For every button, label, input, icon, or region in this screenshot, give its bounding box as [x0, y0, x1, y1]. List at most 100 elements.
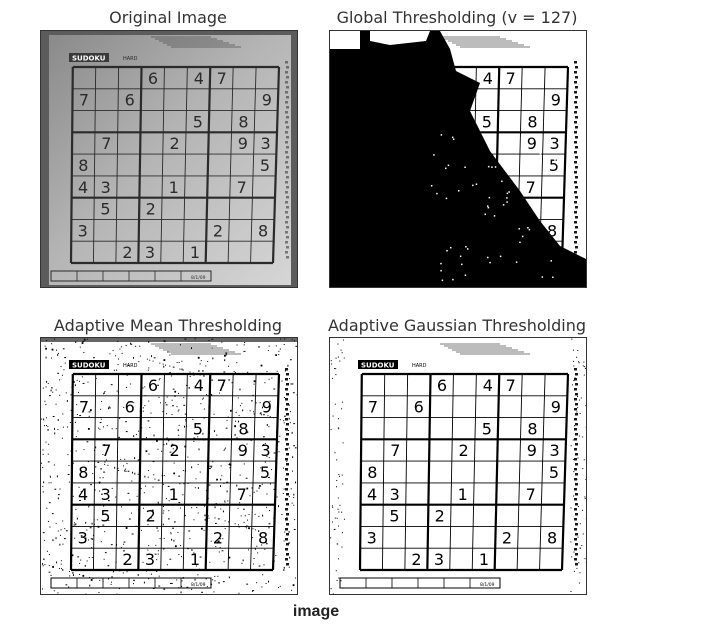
sudoku-digit: 5 [549, 156, 559, 175]
footer-date: 8/1/09 [191, 275, 206, 281]
sudoku-digit: 1 [190, 550, 200, 569]
grid-line [250, 66, 257, 264]
panel-title-adaptive-gaussian: Adaptive Gaussian Thresholding [328, 316, 586, 335]
sudoku-digit: 8 [258, 528, 268, 547]
sudoku-digit: 2 [122, 550, 132, 569]
sudoku-digit: 3 [145, 550, 155, 569]
sudoku-digit: 7 [217, 376, 227, 395]
sudoku-digit: 4 [194, 376, 204, 395]
sudoku-digit: 7 [526, 178, 536, 197]
sudoku-digit: 3 [550, 134, 560, 153]
difficulty-label: HARD [412, 363, 427, 369]
sudoku-digit: 7 [237, 178, 247, 197]
sudoku-header-text: SUDOKU [361, 362, 395, 370]
sudoku-digit: 9 [527, 441, 537, 460]
sudoku-digit: 7 [526, 485, 536, 504]
sudoku-digit: 2 [435, 507, 445, 526]
grid-line [137, 373, 143, 571]
sudoku-digit: 7 [506, 376, 516, 395]
paper [330, 338, 586, 594]
grid-line [204, 66, 212, 264]
grid-line [182, 373, 188, 571]
sudoku-digit: 9 [262, 398, 272, 417]
sudoku-header-box [69, 53, 109, 62]
grid-line [381, 373, 386, 571]
sudoku-digit: 5 [482, 112, 492, 131]
sudoku-digit: 5 [389, 507, 399, 526]
sudoku-digit: 8 [258, 221, 268, 240]
grid-line [560, 66, 570, 264]
panel-title-adaptive-mean: Adaptive Mean Thresholding [53, 316, 283, 335]
footer-strip [339, 577, 501, 589]
sudoku-digit: 7 [79, 398, 89, 417]
sudoku-digit: 7 [390, 441, 400, 460]
sudoku-digit: 4 [367, 485, 377, 504]
sudoku-digit: 8 [78, 156, 88, 175]
sudoku-digit: 6 [437, 376, 447, 395]
sudoku-digit: 8 [547, 528, 557, 547]
sudoku-digit: 7 [217, 69, 227, 88]
sudoku-digit: 1 [458, 485, 468, 504]
sudoku-digit: 5 [100, 507, 110, 526]
grid-line [516, 373, 523, 571]
grid-line [69, 66, 74, 264]
sudoku-digit: 7 [101, 134, 111, 153]
grid-line [426, 373, 432, 571]
sudoku-digit: 8 [367, 463, 377, 482]
sudoku-digit: 9 [551, 91, 561, 110]
sudoku-digit: 2 [459, 441, 469, 460]
threshold-shadow [330, 31, 586, 287]
sudoku-header-text: SUDOKU [72, 55, 106, 63]
sudoku-digit: 4 [483, 69, 493, 88]
footer-date: 8/1/09 [191, 582, 206, 588]
sudoku-digit: 1 [190, 243, 200, 262]
grid-line [227, 373, 234, 571]
sudoku-digit: 6 [148, 69, 158, 88]
grid-line [92, 66, 97, 264]
sudoku-digit: 6 [148, 376, 158, 395]
sudoku-digit: 4 [483, 376, 493, 395]
footer-date: 8/1/09 [480, 582, 495, 588]
sudoku-digit: 5 [482, 419, 492, 438]
sudoku-digit: 3 [550, 441, 560, 460]
grid-line [160, 373, 165, 571]
sudoku-digit: 4 [78, 178, 88, 197]
grid-line [227, 66, 234, 264]
sudoku-digit: 2 [213, 221, 223, 240]
sudoku-digit: 9 [238, 134, 248, 153]
grid-line [160, 66, 165, 264]
sudoku-digit: 9 [527, 134, 537, 153]
sudoku-digit: 5 [100, 200, 110, 219]
grid-line [560, 373, 570, 571]
grid-line [539, 373, 546, 571]
difficulty-label: HARD [123, 56, 138, 62]
sudoku-digit: 3 [367, 528, 377, 547]
sudoku-digit: 5 [193, 112, 203, 131]
original-image: SUDOKU HARD 8/1/09 6 4 7 7 6 9 5 8 7 2 9 3 8 5 4 3 1 7 5 2 3 2 8 2… [40, 30, 298, 288]
sudoku-header-text: SUDOKU [72, 362, 106, 370]
sudoku-digit: 6 [125, 398, 135, 417]
sudoku-header-box [358, 360, 398, 369]
sudoku-digit: 3 [101, 485, 111, 504]
sudoku-digit: 3 [78, 528, 88, 547]
sudoku-digit: 3 [101, 178, 111, 197]
sudoku-header-box [69, 360, 109, 369]
sudoku-digit: 9 [238, 441, 248, 460]
sudoku-digit: 8 [527, 419, 537, 438]
grid-line [92, 373, 97, 571]
grid-line [69, 373, 74, 571]
global-threshold-image: SUDOKUHARD8/1/09647769587293854317523282… [329, 30, 587, 288]
sudoku-digit: 2 [170, 441, 180, 460]
adaptive-mean-image: SUDOKU HARD 8/1/09 6 4 7 7 6 9 5 8 7 2 9 3 8 5 4 3 1 7 5 2 3 2 8 2… [40, 337, 298, 595]
sudoku-digit: 3 [78, 221, 88, 240]
sudoku-digit: 7 [237, 485, 247, 504]
sudoku-digit: 6 [414, 398, 424, 417]
sudoku-digit: 8 [238, 112, 248, 131]
sudoku-digit: 4 [78, 485, 88, 504]
sudoku-digit: 3 [261, 134, 271, 153]
sudoku-digit: 9 [262, 91, 272, 110]
grid-line [137, 66, 143, 264]
sudoku-digit: 1 [479, 550, 489, 569]
sudoku-digit: 2 [502, 528, 512, 547]
sudoku-digit: 7 [368, 398, 378, 417]
